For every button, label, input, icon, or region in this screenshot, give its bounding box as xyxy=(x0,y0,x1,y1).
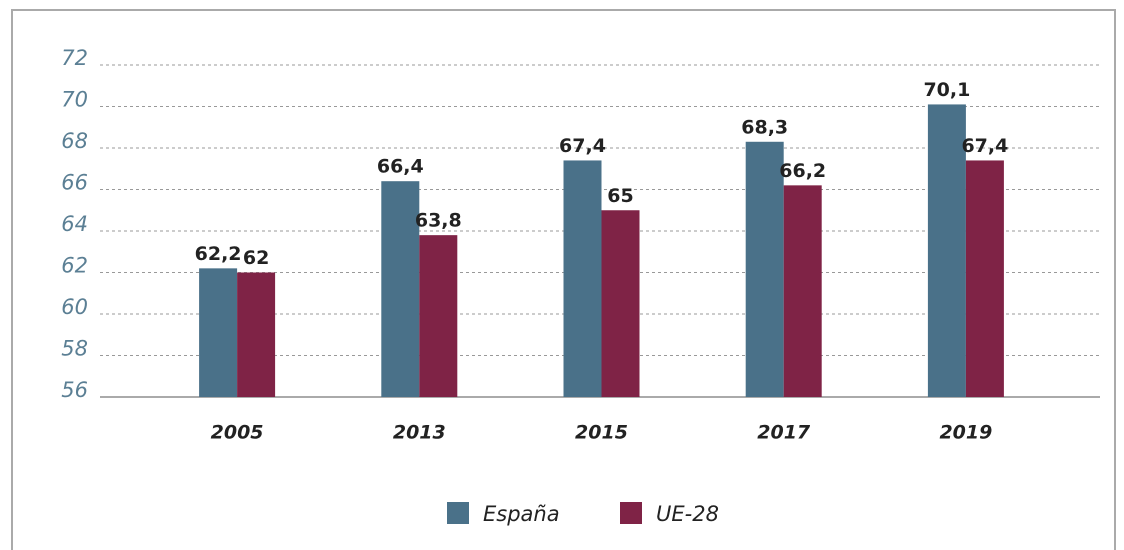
y-tick-label: 68 xyxy=(61,129,88,153)
x-tick-label: 2017 xyxy=(757,422,811,444)
value-label: 62 xyxy=(243,247,269,269)
value-label: 70,1 xyxy=(923,79,970,101)
value-label: 67,4 xyxy=(961,135,1008,157)
value-label: 67,4 xyxy=(559,135,606,157)
frame xyxy=(11,9,1116,550)
bar xyxy=(783,185,822,397)
bar xyxy=(237,272,276,397)
y-tick-label: 58 xyxy=(61,337,88,361)
bar xyxy=(745,141,784,397)
value-label: 63,8 xyxy=(415,210,462,232)
legend-label: España xyxy=(483,502,560,526)
value-label: 68,3 xyxy=(741,116,788,138)
y-tick-label: 60 xyxy=(61,295,88,319)
bar xyxy=(381,181,420,397)
bar xyxy=(199,268,238,397)
y-tick-label: 66 xyxy=(61,171,88,195)
x-tick-label: 2019 xyxy=(939,422,992,444)
x-tick-label: 2015 xyxy=(575,422,628,444)
legend-label: UE-28 xyxy=(656,502,719,526)
legend-swatch xyxy=(620,502,642,524)
y-tick-label: 62 xyxy=(61,254,88,278)
x-tick-label: 2005 xyxy=(211,422,264,444)
y-tick-label: 72 xyxy=(61,46,88,70)
y-tick-label: 70 xyxy=(61,88,88,112)
bar xyxy=(563,160,602,397)
y-tick-label: 56 xyxy=(61,378,88,402)
y-tick-label: 64 xyxy=(61,212,88,236)
bar xyxy=(927,104,966,398)
bar xyxy=(601,210,640,397)
bar xyxy=(419,235,458,397)
value-label: 65 xyxy=(607,185,633,207)
value-label: 62,2 xyxy=(195,243,242,265)
value-label: 66,2 xyxy=(779,160,826,182)
value-label: 66,4 xyxy=(377,156,424,178)
bar xyxy=(965,160,1004,397)
legend-swatch xyxy=(447,502,469,524)
x-tick-label: 2013 xyxy=(393,422,446,444)
